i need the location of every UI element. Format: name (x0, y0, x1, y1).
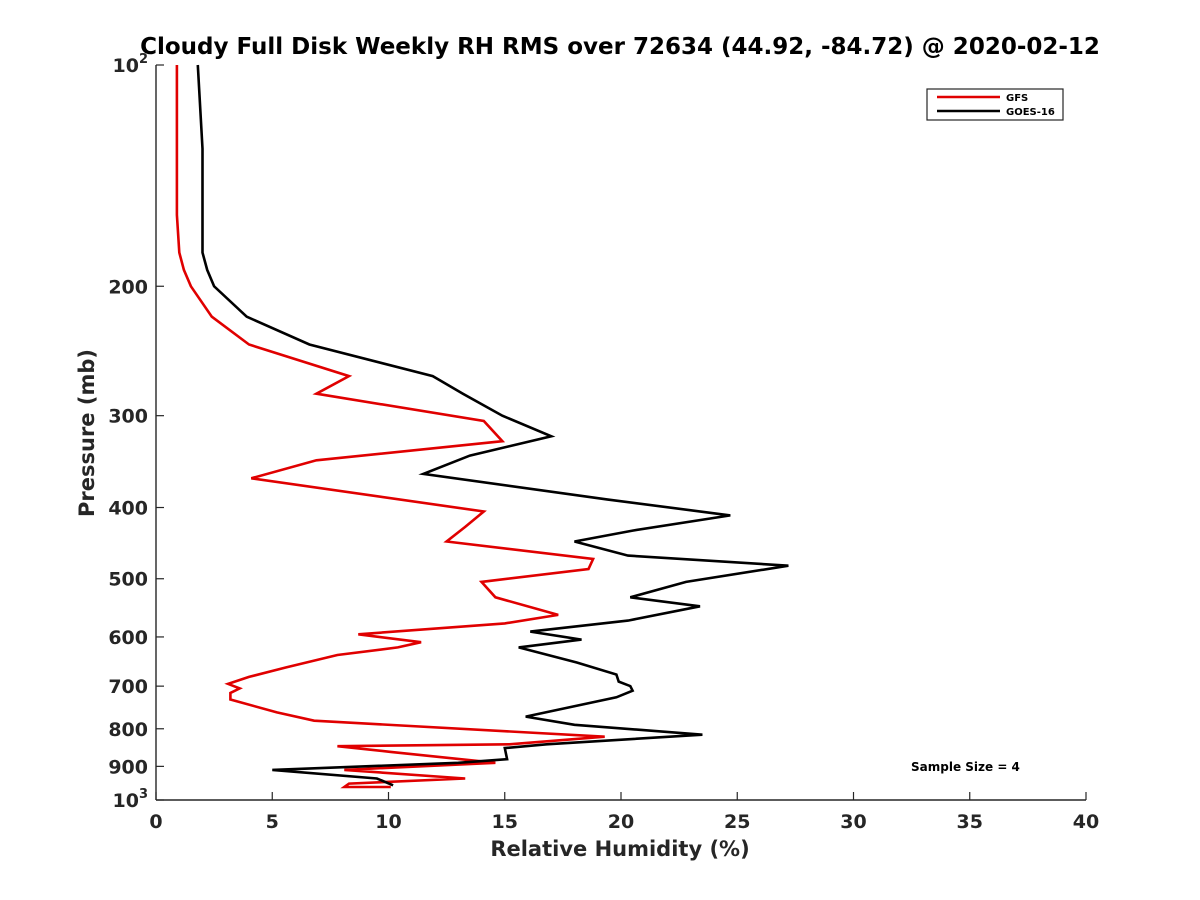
series-line-gfs (175, 65, 605, 789)
y-tick-label: 900 (108, 756, 148, 778)
x-tick-label: 40 (1073, 811, 1099, 833)
y-tick-label: 600 (108, 627, 148, 649)
y-ticks: 102 200 300 400 500 600 700 800 900 103 (108, 52, 164, 812)
x-ticks: 0 5 10 15 20 25 30 35 40 (149, 792, 1099, 833)
y-tick-label: 300 (108, 406, 148, 428)
y-tick-label: 103 (113, 787, 149, 812)
plot-area (155, 65, 1086, 801)
y-tick-label: 800 (108, 719, 148, 741)
y-tick-label: 500 (108, 569, 148, 591)
x-tick-label: 10 (375, 811, 401, 833)
y-tick-label: 102 (113, 52, 149, 77)
legend: GFS GOES-16 (926, 88, 1064, 121)
chart-title: Cloudy Full Disk Weekly RH RMS over 7263… (140, 34, 1100, 60)
legend-label-goes16: GOES-16 (1006, 107, 1055, 118)
x-tick-label: 15 (492, 811, 518, 833)
y-tick-label: 400 (108, 498, 148, 520)
legend-label-gfs: GFS (1006, 93, 1028, 104)
x-axis-label: Relative Humidity (%) (490, 837, 749, 861)
y-tick-label: 200 (108, 276, 148, 298)
x-tick-label: 5 (266, 811, 279, 833)
x-tick-label: 0 (149, 811, 162, 833)
y-axis-label: Pressure (mb) (75, 349, 99, 517)
y-tick-label: 700 (108, 676, 148, 698)
series-layer (175, 64, 789, 789)
x-tick-label: 20 (608, 811, 634, 833)
legend-box (926, 88, 1064, 121)
sample-size-annotation: Sample Size = 4 (911, 760, 1020, 774)
x-tick-label: 25 (724, 811, 750, 833)
series-line-goes16 (196, 64, 789, 787)
x-tick-label: 35 (957, 811, 983, 833)
x-tick-label: 30 (840, 811, 866, 833)
